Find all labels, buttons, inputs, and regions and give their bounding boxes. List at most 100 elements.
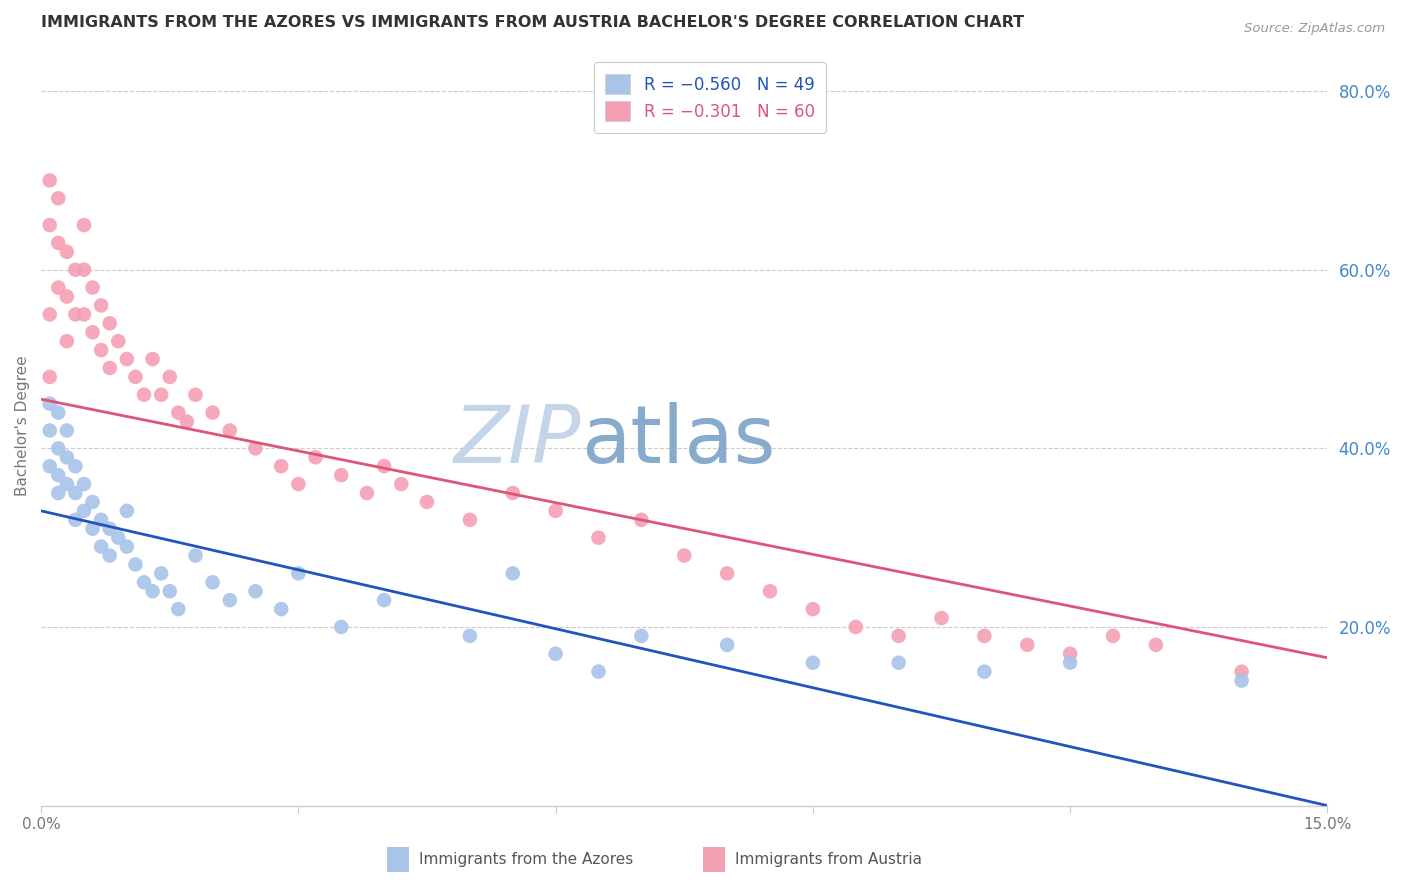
Point <box>82 325 104 339</box>
Point <box>270 602 292 616</box>
Point <box>82 495 104 509</box>
Point <box>502 566 524 581</box>
Point <box>458 513 481 527</box>
Point <box>176 415 198 429</box>
Point <box>56 450 79 465</box>
Point <box>1059 656 1081 670</box>
Point <box>46 486 69 500</box>
Point <box>1059 647 1081 661</box>
Point <box>90 298 112 312</box>
Text: Source: ZipAtlas.com: Source: ZipAtlas.com <box>1244 22 1385 36</box>
Point <box>218 593 240 607</box>
Point <box>38 397 60 411</box>
Point <box>389 477 412 491</box>
Point <box>38 173 60 187</box>
Point <box>287 566 309 581</box>
Point <box>142 584 165 599</box>
Point <box>65 459 87 474</box>
Point <box>65 486 87 500</box>
Point <box>115 504 138 518</box>
Point <box>201 575 224 590</box>
Point <box>588 531 610 545</box>
Point <box>845 620 868 634</box>
Point <box>82 522 104 536</box>
Point <box>82 280 104 294</box>
Point <box>931 611 953 625</box>
Point <box>716 638 738 652</box>
Point <box>46 235 69 250</box>
Point <box>416 495 439 509</box>
Point <box>630 513 652 527</box>
Point <box>330 620 353 634</box>
Point <box>98 549 121 563</box>
Point <box>38 424 60 438</box>
Point <box>65 307 87 321</box>
Point <box>132 388 155 402</box>
Point <box>167 602 190 616</box>
Point <box>304 450 326 465</box>
Point <box>107 334 129 348</box>
Point <box>90 540 112 554</box>
Point <box>630 629 652 643</box>
Point <box>1230 665 1253 679</box>
Point <box>38 307 60 321</box>
Point <box>56 244 79 259</box>
Point <box>124 370 146 384</box>
Text: ZIP: ZIP <box>454 402 581 480</box>
Point <box>73 307 96 321</box>
Point <box>115 352 138 367</box>
Point <box>287 477 309 491</box>
Point <box>38 459 60 474</box>
Point <box>65 513 87 527</box>
Point <box>356 486 378 500</box>
Text: IMMIGRANTS FROM THE AZORES VS IMMIGRANTS FROM AUSTRIA BACHELOR'S DEGREE CORRELAT: IMMIGRANTS FROM THE AZORES VS IMMIGRANTS… <box>41 15 1024 30</box>
Point <box>73 262 96 277</box>
Point <box>46 442 69 456</box>
Point <box>38 370 60 384</box>
Y-axis label: Bachelor's Degree: Bachelor's Degree <box>15 356 30 496</box>
Point <box>973 629 995 643</box>
Point <box>56 334 79 348</box>
Point <box>73 218 96 232</box>
Text: Immigrants from Austria: Immigrants from Austria <box>735 853 922 867</box>
Point <box>588 665 610 679</box>
Point <box>544 647 567 661</box>
Point <box>1144 638 1167 652</box>
Point <box>973 665 995 679</box>
Point <box>184 549 207 563</box>
Point <box>56 477 79 491</box>
Point <box>801 602 824 616</box>
Point <box>98 316 121 330</box>
Point <box>716 566 738 581</box>
Point <box>218 424 240 438</box>
Point <box>73 504 96 518</box>
Point <box>98 522 121 536</box>
Point <box>46 280 69 294</box>
Point <box>159 370 181 384</box>
Point <box>270 459 292 474</box>
Point <box>184 388 207 402</box>
Point <box>458 629 481 643</box>
Point <box>887 656 910 670</box>
Text: atlas: atlas <box>581 402 776 480</box>
Point <box>115 540 138 554</box>
Point <box>150 388 173 402</box>
Point <box>759 584 782 599</box>
Point <box>373 459 395 474</box>
Text: Immigrants from the Azores: Immigrants from the Azores <box>419 853 633 867</box>
Point <box>887 629 910 643</box>
Point <box>544 504 567 518</box>
Point <box>1102 629 1125 643</box>
Point <box>73 477 96 491</box>
Point <box>46 191 69 205</box>
Point <box>1017 638 1039 652</box>
Point <box>65 262 87 277</box>
Point <box>98 361 121 376</box>
Point <box>167 406 190 420</box>
Point <box>150 566 173 581</box>
Point <box>56 424 79 438</box>
Point <box>673 549 696 563</box>
Point <box>132 575 155 590</box>
Point <box>245 442 267 456</box>
Legend: R = −0.560   N = 49, R = −0.301   N = 60: R = −0.560 N = 49, R = −0.301 N = 60 <box>593 62 827 133</box>
